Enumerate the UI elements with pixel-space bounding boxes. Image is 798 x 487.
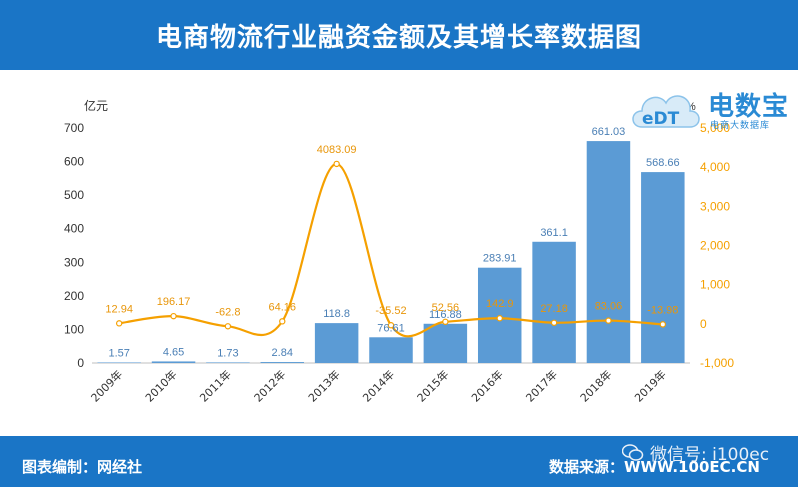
line-point <box>387 322 395 329</box>
y-tick-label: 0 <box>77 356 84 370</box>
y2-tick-label: 1,000 <box>700 278 730 292</box>
y-axis-label: 亿元 <box>84 98 108 113</box>
y-tick-label: 300 <box>64 255 84 269</box>
line-data-label: 142.9 <box>486 298 514 310</box>
x-tick-label: 2012年 <box>251 367 288 404</box>
line-point <box>279 318 286 325</box>
y-tick-label: 600 <box>64 155 84 169</box>
line-point <box>115 320 123 327</box>
line-data-label: 196.17 <box>157 296 191 308</box>
bar-data-label: 1.73 <box>217 347 238 359</box>
combo-chart: 亿元 % 0 100 200 300 400 500 600 700 -1,000 0 1,000 2,0… <box>64 98 734 405</box>
line-data-label: -35.52 <box>375 305 406 317</box>
logo-title: 电数宝 <box>708 92 790 122</box>
watermark-text: 微信号: i100ec <box>650 445 770 465</box>
x-tick-label: 2015年 <box>414 367 451 404</box>
line-point <box>442 318 449 325</box>
x-tick-label: 2018年 <box>577 367 614 404</box>
bar <box>260 362 305 363</box>
line-point <box>550 319 558 326</box>
line-data-label: 12.94 <box>105 303 133 315</box>
bar-data-label: 4.65 <box>163 346 184 358</box>
bar <box>641 172 685 363</box>
x-tick-label: 2019年 <box>631 367 668 404</box>
bar-data-label: 116.88 <box>429 309 462 321</box>
bar-data-label: 118.8 <box>323 308 350 320</box>
bar <box>532 241 576 363</box>
line-point <box>224 323 232 330</box>
wechat-watermark: 微信号: i100ec <box>622 440 769 465</box>
bar <box>423 323 468 363</box>
line-data-label: -13.98 <box>647 304 678 316</box>
bar <box>206 362 250 363</box>
bar <box>369 337 413 363</box>
chart-header: 电商物流行业融资金额及其增长率数据图 <box>0 0 798 70</box>
y-tick-label: 100 <box>64 322 84 336</box>
x-tick-label: 2014年 <box>360 367 397 404</box>
svg-text:eDT: eDT <box>642 109 680 129</box>
bar-data-label: 661.03 <box>592 126 626 138</box>
cloud-logo-icon: eDT <box>632 95 700 129</box>
logo-subtitle: 电商大数据库 <box>710 121 771 131</box>
bar-data-label: 76.61 <box>377 322 405 334</box>
bar <box>586 141 631 363</box>
edt-logo: eDT 电数宝 电商大数据库 <box>628 83 796 137</box>
bar-data-label: 361.1 <box>540 227 568 239</box>
line-data-label: 27.18 <box>540 303 568 315</box>
y-tick-label: 400 <box>64 222 84 236</box>
y2-tick-label: 5,000 <box>700 121 730 135</box>
x-tick-label: 2009年 <box>88 367 125 404</box>
bar-data-label: 283.91 <box>483 253 517 265</box>
chart-compiler: 图表编制：网经社 <box>22 458 143 476</box>
y2-tick-label: 0 <box>700 317 707 331</box>
bar <box>151 361 196 363</box>
line-data-label: 64.16 <box>269 301 297 313</box>
line-data-label: 4083.09 <box>317 144 357 156</box>
line-data-label: -62.8 <box>215 306 240 318</box>
y2-axis-label: % <box>686 101 696 113</box>
bar <box>314 323 359 363</box>
chart-footer: 图表编制：网经社 数据来源：WWW.100EC.CN <box>0 436 798 487</box>
x-tick-label: 2010年 <box>142 367 179 404</box>
bar-data-label: 1.57 <box>108 347 129 359</box>
chart-title: 电商物流行业融资金额及其增长率数据图 <box>155 22 642 53</box>
bar <box>97 362 141 363</box>
line-point <box>170 312 177 320</box>
x-tick-label: 2011年 <box>197 367 234 404</box>
y2-tick-label: 4,000 <box>700 160 730 174</box>
wechat-icon <box>622 443 644 461</box>
x-tick-label: 2017年 <box>523 367 560 404</box>
y-tick-label: 700 <box>64 121 84 135</box>
y2-tick-label: -1,000 <box>700 356 734 370</box>
y2-tick-label: 2,000 <box>700 239 730 253</box>
line-point <box>659 321 667 328</box>
chart-area: 亿元% 0 100 200 300 400 500 600 700 -1,000 0 1,000 2,0… <box>0 70 798 436</box>
x-tick-label: 2013年 <box>305 367 342 404</box>
y-tick-label: 500 <box>64 188 84 202</box>
line-data-label: 83.06 <box>595 301 623 313</box>
y2-tick-label: 3,000 <box>700 199 730 213</box>
line-point <box>605 317 612 324</box>
bar-data-label: 568.66 <box>646 157 680 169</box>
data-source: 数据来源：WWW.100EC.CN <box>549 458 760 476</box>
line-data-label: 52.56 <box>432 302 460 314</box>
x-tick-label: 2016年 <box>468 367 505 404</box>
line-point <box>496 315 503 322</box>
bar-data-label: 2.84 <box>272 347 293 359</box>
line-point <box>333 160 340 168</box>
y-tick-label: 200 <box>64 289 84 303</box>
